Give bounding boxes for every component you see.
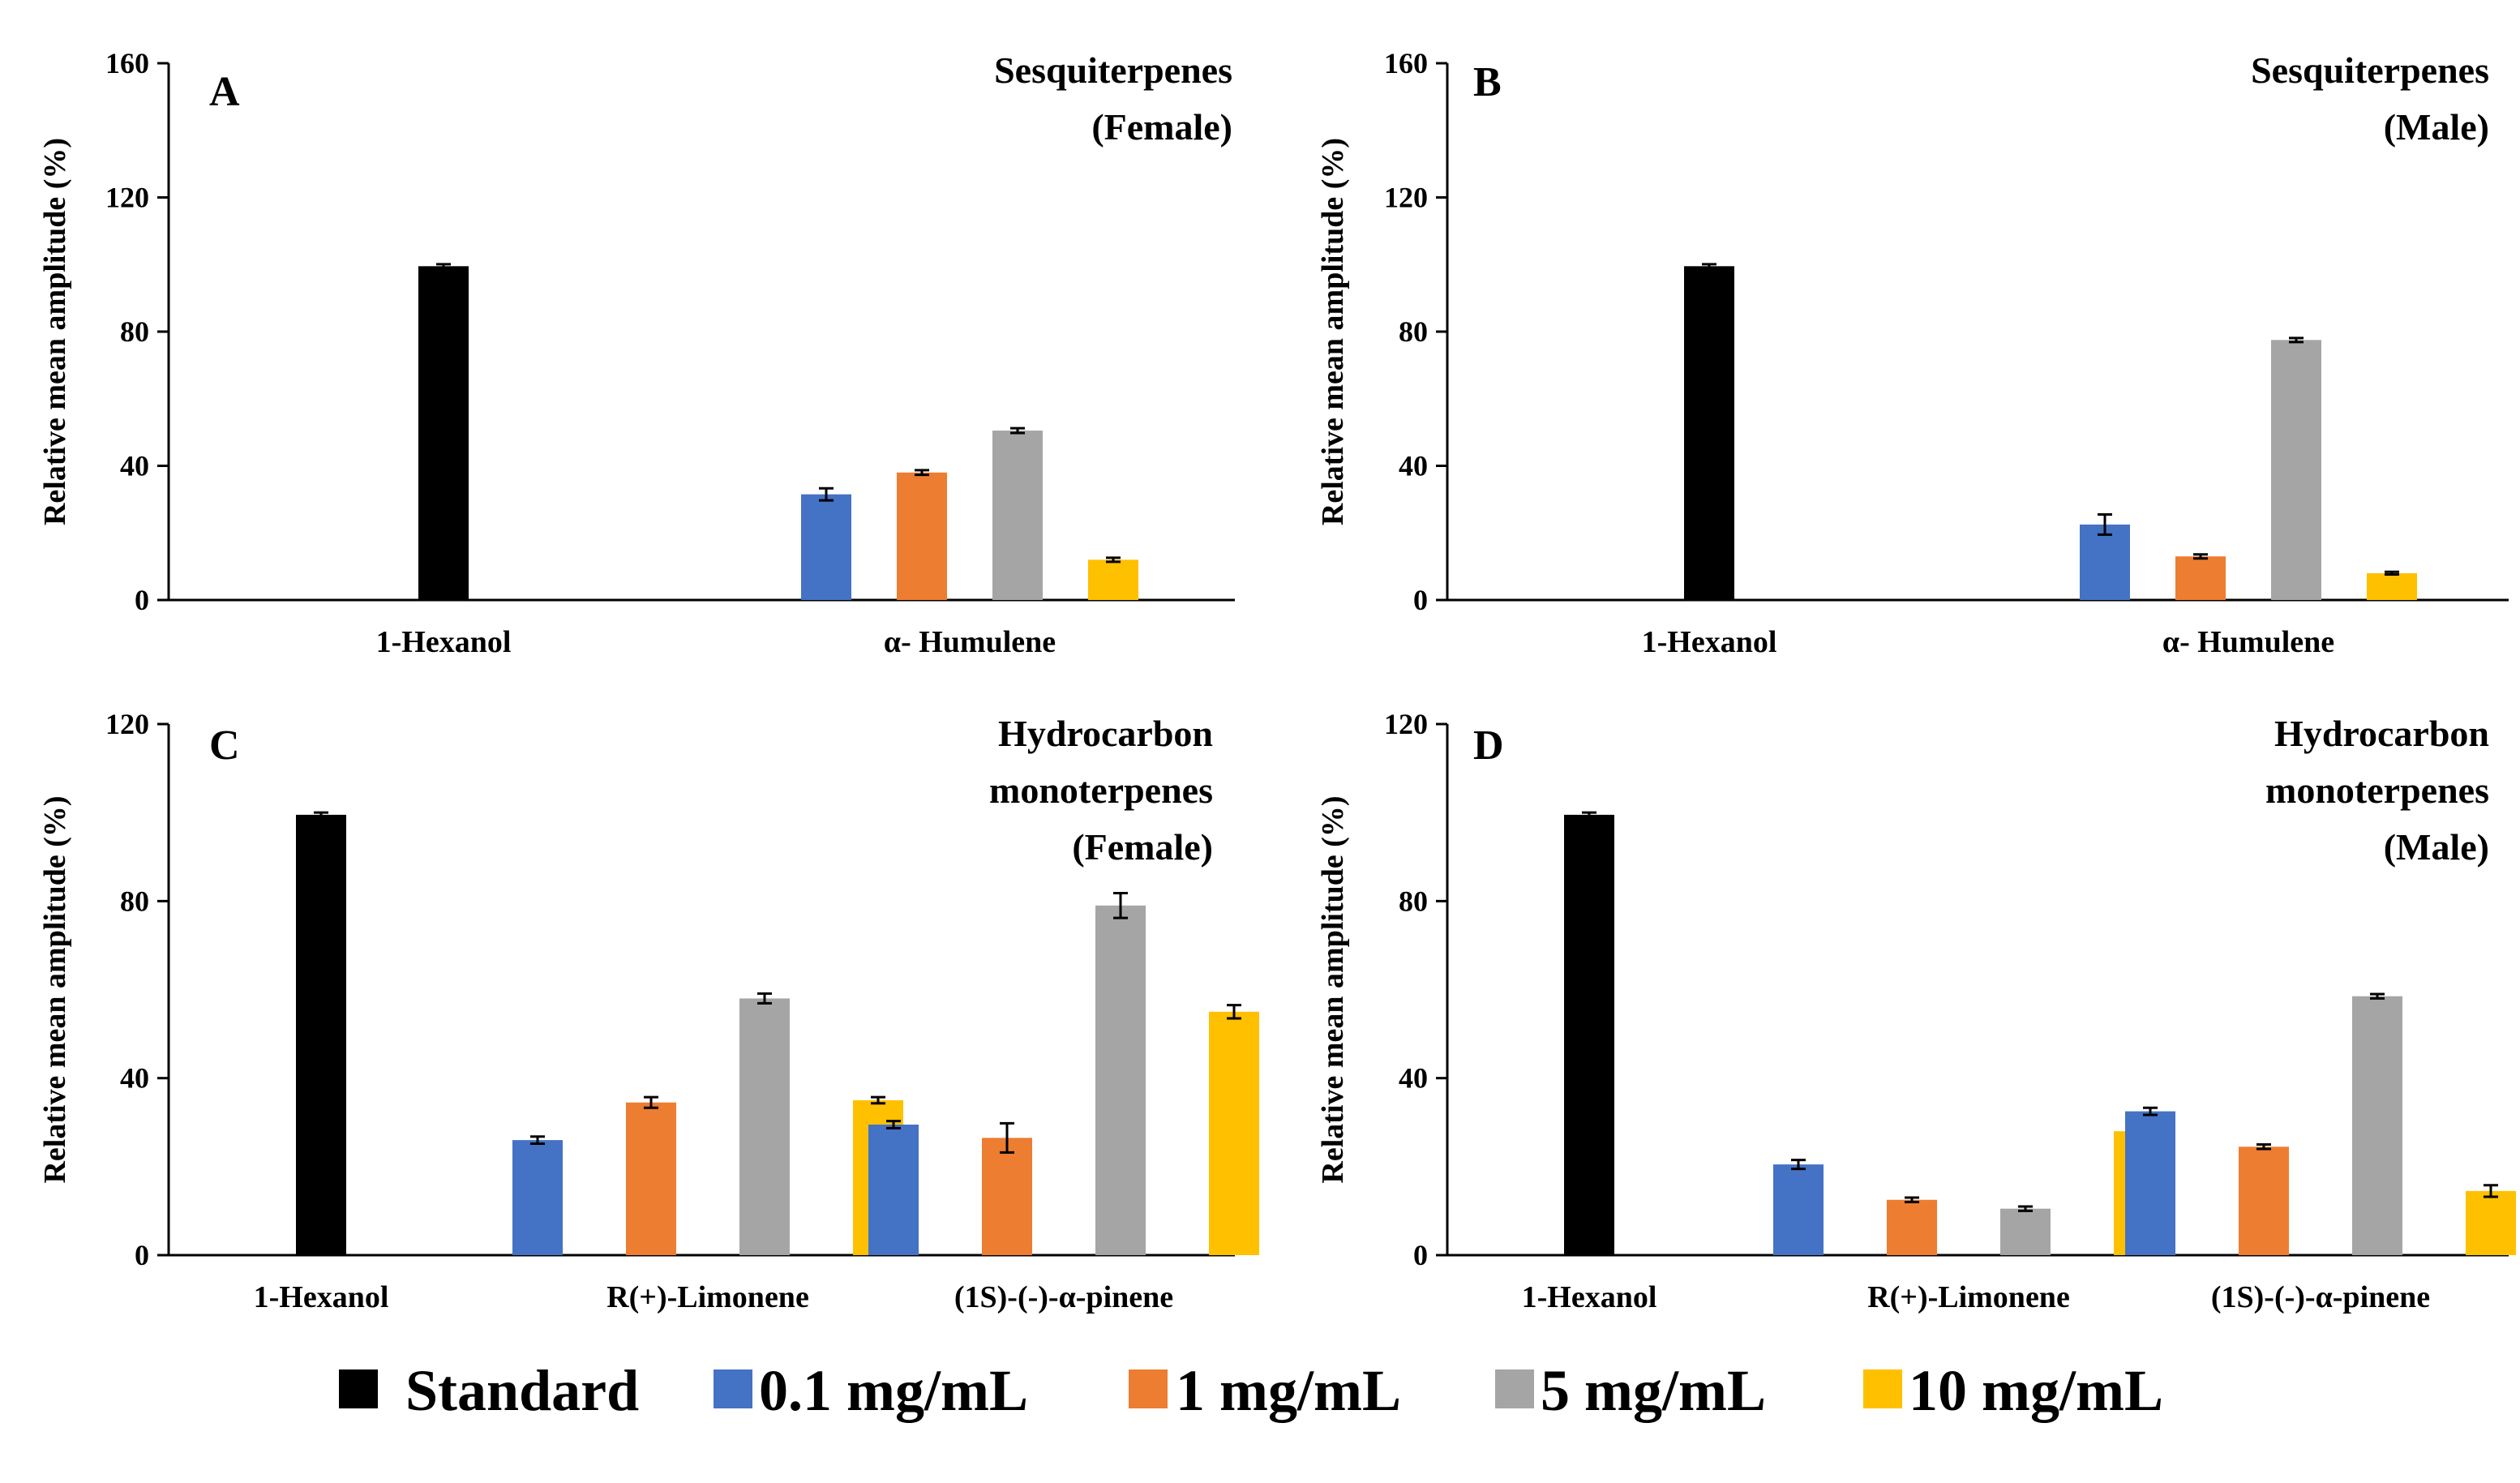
- bar-1-mg-ml: [1887, 1199, 1937, 1255]
- legend: Standard 0.1 mg/mL 1 mg/mL 5 mg/mL 10 mg/mL: [339, 1358, 2163, 1423]
- bar-5-mg-ml: [2271, 340, 2321, 600]
- bar-0-1-mg-ml: [512, 1140, 563, 1255]
- panel-C: 0 40 80 120 Relative mean amplitude (%) 1-Hex…: [38, 708, 1259, 1314]
- panel-B: 0 40 80 120 160 Relative mean amplitude (%) 1-…: [1316, 47, 2509, 659]
- panel-title-line: monoterpenes: [989, 769, 1213, 811]
- panel-title-line: (Female): [1091, 106, 1232, 148]
- panel-label: B: [1473, 59, 1502, 105]
- y-tick-label: 40: [1399, 1062, 1428, 1095]
- panel-label: D: [1473, 722, 1504, 769]
- y-tick-label: 160: [1384, 47, 1428, 79]
- y-tick-label: 0: [1413, 1239, 1428, 1271]
- panel-title-line: Hydrocarbon: [998, 713, 1213, 754]
- y-tick-label: 80: [1399, 315, 1428, 348]
- x-tick-label: α- Humulene: [884, 625, 1056, 659]
- x-tick-label: 1-Hexanol: [376, 625, 512, 659]
- bar-0-1-mg-ml: [2125, 1111, 2175, 1255]
- y-axis-label: Relative mean amplitude (%): [38, 138, 72, 525]
- y-tick-label: 0: [135, 1239, 149, 1271]
- legend-label: 0.1 mg/mL: [759, 1358, 1028, 1423]
- y-tick-label: 80: [120, 885, 149, 917]
- x-tick-label: α- Humulene: [2162, 625, 2334, 659]
- panel-label: C: [209, 722, 240, 769]
- y-tick-label: 80: [120, 315, 149, 348]
- y-axis-label: Relative mean amplitude (%): [1316, 138, 1350, 525]
- bar-1-mg-ml: [897, 472, 947, 600]
- panel-title-line: (Female): [1072, 826, 1213, 868]
- y-tick-label: 40: [120, 1062, 149, 1095]
- bar-5-mg-ml: [2352, 996, 2402, 1255]
- y-tick-label: 120: [105, 708, 149, 740]
- x-tick-label: R(+)-Limonene: [1867, 1280, 2070, 1314]
- panel-A: 0 40 80 120 160 Relative mean amplitude (%) 1-…: [38, 47, 1235, 659]
- bar-1-mg-ml: [626, 1102, 676, 1255]
- panel-D: 0 40 80 120 Relative mean amplitude (%) 1-Hex…: [1316, 708, 2516, 1314]
- y-tick-label: 160: [105, 47, 149, 79]
- legend-label: Standard: [405, 1358, 639, 1423]
- bar-10-mg-ml: [1209, 1011, 1259, 1255]
- bar-0-1-mg-ml: [2080, 524, 2130, 600]
- x-tick-label: 1-Hexanol: [254, 1280, 389, 1314]
- panel-title-line: Hydrocarbon: [2274, 713, 2489, 754]
- legend-label: 1 mg/mL: [1176, 1358, 1401, 1423]
- bar-0-1-mg-ml: [1773, 1164, 1824, 1255]
- panel-title-line: (Male): [2384, 106, 2489, 148]
- y-axis-label: Relative mean amplitude (%): [38, 795, 72, 1183]
- legend-swatch: [714, 1369, 752, 1408]
- bar-standard: [1684, 266, 1734, 600]
- panel-title-line: Sesquiterpenes: [2251, 49, 2489, 91]
- panel-label: A: [209, 69, 240, 115]
- y-tick-label: 120: [1384, 708, 1428, 740]
- bar-5-mg-ml: [2000, 1208, 2051, 1255]
- x-tick-label: (1S)-(-)-α-pinene: [954, 1280, 1173, 1314]
- x-tick-label: 1-Hexanol: [1642, 625, 1777, 659]
- x-tick-label: 1-Hexanol: [1522, 1280, 1657, 1314]
- y-tick-label: 0: [1413, 584, 1428, 616]
- bar-5-mg-ml: [992, 431, 1043, 600]
- legend-swatch: [339, 1369, 378, 1408]
- bar-standard: [418, 266, 469, 600]
- bar-1-mg-ml: [2175, 556, 2226, 600]
- y-tick-label: 40: [1399, 450, 1428, 482]
- x-tick-label: (1S)-(-)-α-pinene: [2211, 1280, 2430, 1314]
- bar-1-mg-ml: [2239, 1147, 2289, 1255]
- panel-title-line: monoterpenes: [2265, 769, 2489, 811]
- legend-swatch: [1495, 1369, 1534, 1408]
- x-tick-label: R(+)-Limonene: [606, 1280, 809, 1314]
- bar-5-mg-ml: [1095, 905, 1146, 1255]
- bar-10-mg-ml: [2367, 572, 2417, 600]
- panel-title-line: Sesquiterpenes: [994, 49, 1232, 91]
- panel-title-line: (Male): [2384, 826, 2489, 868]
- bar-standard: [1564, 814, 1614, 1255]
- legend-label: 10 mg/mL: [1909, 1358, 2163, 1423]
- y-tick-label: 0: [135, 584, 149, 616]
- y-tick-label: 120: [1384, 182, 1428, 214]
- bar-0-1-mg-ml: [868, 1124, 919, 1255]
- bar-standard: [296, 814, 346, 1255]
- y-tick-label: 40: [120, 450, 149, 482]
- y-tick-label: 80: [1399, 885, 1428, 917]
- y-axis-label: Relative mean amplitude (%): [1316, 795, 1350, 1183]
- y-tick-label: 120: [105, 182, 149, 214]
- bar-5-mg-ml: [739, 998, 790, 1255]
- bar-0-1-mg-ml: [801, 494, 851, 600]
- legend-swatch: [1863, 1369, 1902, 1408]
- legend-swatch: [1129, 1369, 1168, 1408]
- legend-label: 5 mg/mL: [1541, 1358, 1766, 1423]
- bar-1-mg-ml: [982, 1138, 1032, 1255]
- bar-10-mg-ml: [1088, 559, 1138, 600]
- bar-10-mg-ml: [2466, 1190, 2516, 1255]
